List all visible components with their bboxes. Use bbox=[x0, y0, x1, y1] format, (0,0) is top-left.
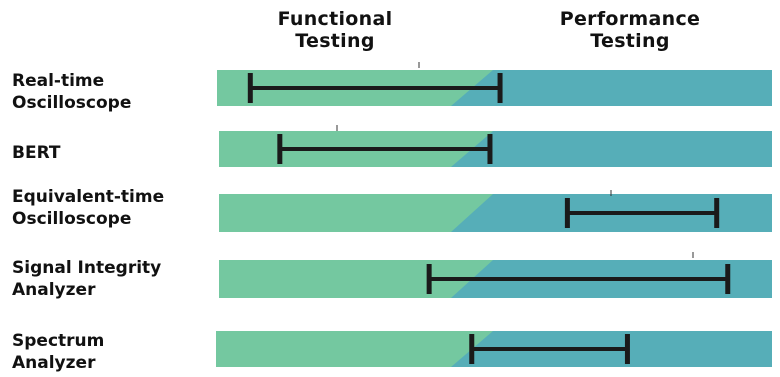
header-performance-testing: Performance Testing bbox=[540, 8, 720, 52]
row-label-equivalent-time-oscilloscope: Equivalent-time Oscilloscope bbox=[12, 186, 164, 230]
header-performance-line1: Performance bbox=[559, 8, 701, 30]
row-label-line: Signal Integrity bbox=[12, 258, 162, 278]
row-label-line: Oscilloscope bbox=[12, 93, 132, 113]
performance-band bbox=[451, 70, 772, 106]
header-performance-line2: Testing bbox=[590, 30, 670, 52]
row-label-line: Analyzer bbox=[12, 280, 96, 300]
row-label-line: Oscilloscope bbox=[12, 209, 132, 229]
row-label-line: Real-time bbox=[12, 71, 105, 91]
row-label-signal-integrity-analyzer: Signal Integrity Analyzer bbox=[12, 257, 161, 301]
row-label-line: Equivalent-time bbox=[12, 187, 165, 207]
header-functional-line2: Testing bbox=[295, 30, 375, 52]
row-label-spectrum-analyzer: Spectrum Analyzer bbox=[12, 330, 104, 374]
header-functional-testing: Functional Testing bbox=[253, 8, 417, 52]
performance-band bbox=[451, 131, 772, 167]
row-label-real-time-oscilloscope: Real-time Oscilloscope bbox=[12, 70, 131, 114]
row-label-bert: BERT bbox=[12, 142, 61, 164]
row-label-line: BERT bbox=[12, 143, 61, 163]
header-functional-line1: Functional bbox=[277, 8, 393, 30]
row-label-line: Analyzer bbox=[12, 353, 96, 373]
row-label-line: Spectrum bbox=[12, 331, 105, 351]
